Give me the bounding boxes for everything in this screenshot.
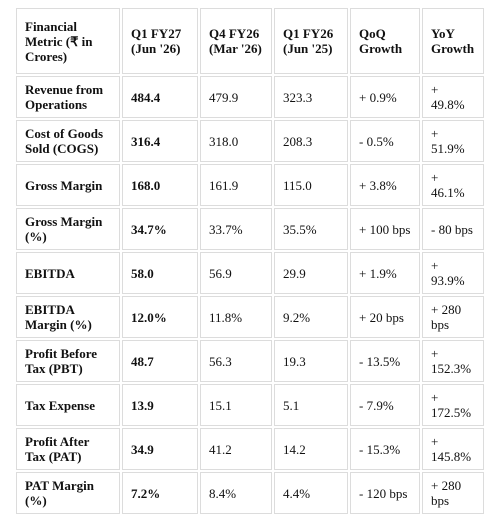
value-cell: 41.2 — [200, 428, 272, 470]
table-row: PAT Margin (%) 7.2% 8.4% 4.4% - 120 bps + 280… — [16, 472, 484, 514]
value-cell: 318.0 — [200, 120, 272, 162]
value-cell: 8.4% — [200, 472, 272, 514]
value-cell: - 7.9% — [350, 384, 420, 426]
value-cell: 12.0% — [122, 296, 198, 338]
table-row: Gross Margin 168.0 161.9 115.0 + 3.8% + 46.1% — [16, 164, 484, 206]
value-cell: 9.2% — [274, 296, 348, 338]
value-cell: + 280 bps — [422, 296, 484, 338]
value-cell: - 15.3% — [350, 428, 420, 470]
metric-name: Profit Before Tax (PBT) — [16, 340, 120, 382]
metric-name: EBITDA — [16, 252, 120, 294]
header-cell: QoQ Growth — [350, 8, 420, 74]
value-cell: 33.7% — [200, 208, 272, 250]
value-cell: 48.7 — [122, 340, 198, 382]
table-row: Cost of Goods Sold (COGS) 316.4 318.0 208.3… — [16, 120, 484, 162]
value-cell: + 51.9% — [422, 120, 484, 162]
value-cell: 11.8% — [200, 296, 272, 338]
metric-name: Cost of Goods Sold (COGS) — [16, 120, 120, 162]
table-row: Profit After Tax (PAT) 34.9 41.2 14.2- 15.3… — [16, 428, 484, 470]
financial-table: Financial Metric (₹ in Crores) Q1 FY27 (J… — [14, 6, 486, 516]
table-row: Profit Before Tax (PBT) 48.7 56.3 19.3- 13.… — [16, 340, 484, 382]
metric-name: EBITDA Margin (%) — [16, 296, 120, 338]
value-cell: 161.9 — [200, 164, 272, 206]
value-cell: 35.5% — [274, 208, 348, 250]
value-cell: + 93.9% — [422, 252, 484, 294]
value-cell: 484.4 — [122, 76, 198, 118]
table-row: Gross Margin (%) 34.7% 33.7% 35.5% + 100 bps… — [16, 208, 484, 250]
value-cell: + 100 bps — [350, 208, 420, 250]
value-cell: + 0.9% — [350, 76, 420, 118]
value-cell: - 0.5% — [350, 120, 420, 162]
value-cell: 58.0 — [122, 252, 198, 294]
value-cell: + 172.5% — [422, 384, 484, 426]
value-cell: + 280 bps — [422, 472, 484, 514]
value-cell: - 120 bps — [350, 472, 420, 514]
metric-name: Gross Margin (%) — [16, 208, 120, 250]
metric-name: Gross Margin — [16, 164, 120, 206]
header-cell: Q4 FY26 (Mar '26) — [200, 8, 272, 74]
page: {"table": { "header": ["Financial Metric… — [16, 8, 484, 514]
table-row: EBITDA Margin (%) 12.0% 11.8% 9.2% + 20 bps +… — [16, 296, 484, 338]
value-cell: 34.7% — [122, 208, 198, 250]
value-cell: + 1.9% — [350, 252, 420, 294]
value-cell: 323.3 — [274, 76, 348, 118]
value-cell: 56.9 — [200, 252, 272, 294]
value-cell: + 3.8% — [350, 164, 420, 206]
value-cell: 479.9 — [200, 76, 272, 118]
value-cell: + 20 bps — [350, 296, 420, 338]
table-row: EBITDA 58.0 56.9 29.9 + 1.9% + 93.9% — [16, 252, 484, 294]
value-cell: 115.0 — [274, 164, 348, 206]
table-row: Tax Expense 13.9 15.1 5.1- 7.9% + 172.5% — [16, 384, 484, 426]
metric-name: PAT Margin (%) — [16, 472, 120, 514]
header-row: Financial Metric (₹ in Crores) Q1 FY27 (J… — [16, 8, 484, 74]
value-cell: 5.1 — [274, 384, 348, 426]
value-cell: - 13.5% — [350, 340, 420, 382]
metric-name: Tax Expense — [16, 384, 120, 426]
metric-name: Profit After Tax (PAT) — [16, 428, 120, 470]
value-cell: - 80 bps — [422, 208, 484, 250]
value-cell: + 145.8% — [422, 428, 484, 470]
header-cell: YoY Growth — [422, 8, 484, 74]
table-row: Revenue from Operations 484.4 479.9 323.3 + … — [16, 76, 484, 118]
header-cell: Financial Metric (₹ in Crores) — [16, 8, 120, 74]
value-cell: 56.3 — [200, 340, 272, 382]
header-cell: Q1 FY26 (Jun '25) — [274, 8, 348, 74]
table-body: Revenue from Operations 484.4 479.9 323.3 + … — [16, 76, 484, 514]
value-cell: + 152.3% — [422, 340, 484, 382]
value-cell: 15.1 — [200, 384, 272, 426]
value-cell: 19.3 — [274, 340, 348, 382]
value-cell: 168.0 — [122, 164, 198, 206]
value-cell: + 46.1% — [422, 164, 484, 206]
value-cell: 4.4% — [274, 472, 348, 514]
value-cell: 14.2 — [274, 428, 348, 470]
value-cell: 34.9 — [122, 428, 198, 470]
header-cell: Q1 FY27 (Jun '26) — [122, 8, 198, 74]
value-cell: 316.4 — [122, 120, 198, 162]
value-cell: 29.9 — [274, 252, 348, 294]
metric-name: Revenue from Operations — [16, 76, 120, 118]
value-cell: 7.2% — [122, 472, 198, 514]
value-cell: 208.3 — [274, 120, 348, 162]
value-cell: + 49.8% — [422, 76, 484, 118]
value-cell: 13.9 — [122, 384, 198, 426]
